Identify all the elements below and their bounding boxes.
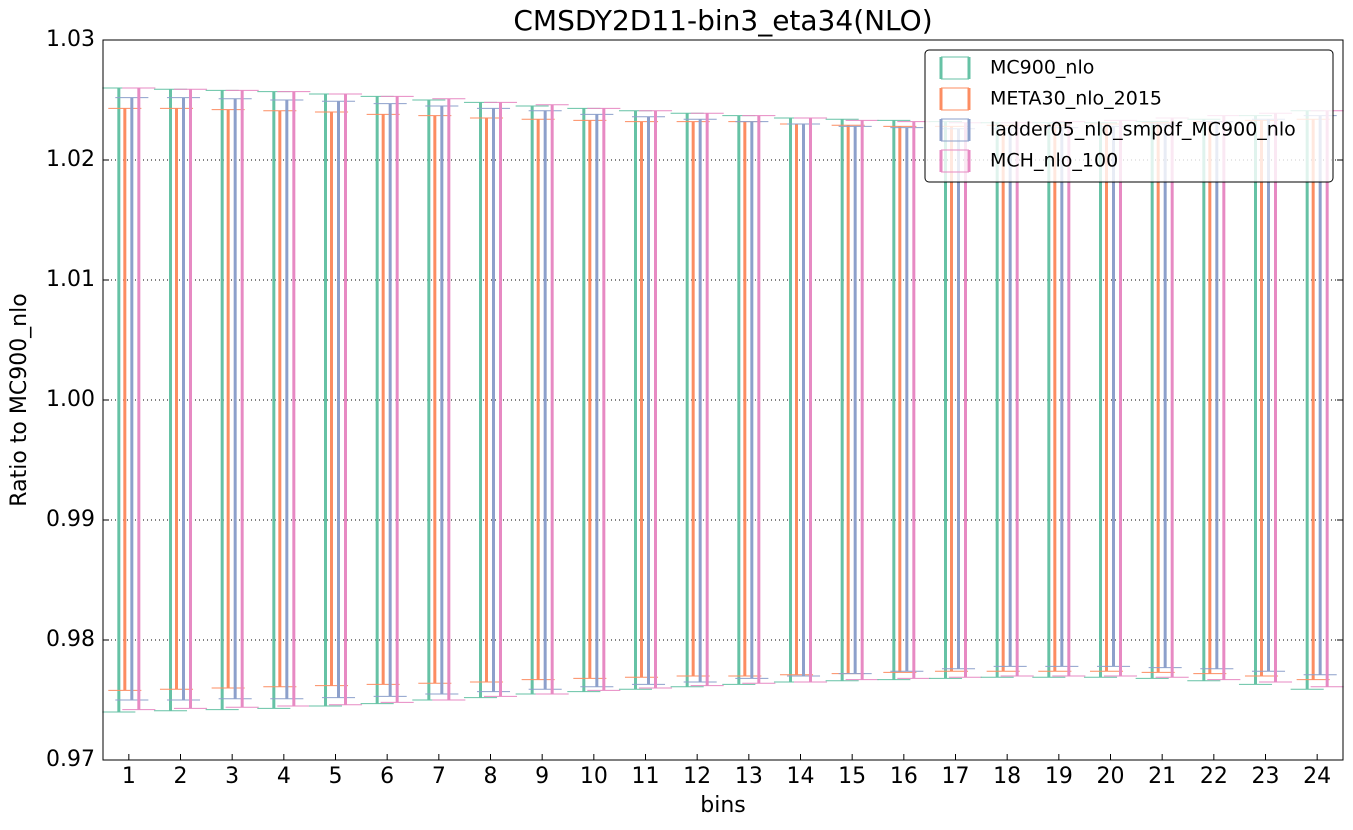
x-tick-label: 18 (993, 764, 1021, 789)
y-tick-label: 1.01 (46, 267, 95, 292)
y-tick-label: 0.97 (46, 747, 95, 772)
chart-title: CMSDY2D11-bin3_eta34(NLO) (513, 4, 932, 37)
x-tick-label: 12 (683, 764, 711, 789)
y-tick-label: 0.99 (46, 507, 95, 532)
x-tick-label: 2 (174, 764, 188, 789)
x-tick-label: 21 (1148, 764, 1176, 789)
x-tick-label: 16 (890, 764, 918, 789)
x-tick-label: 4 (277, 764, 291, 789)
x-tick-label: 9 (535, 764, 549, 789)
x-tick-label: 6 (380, 764, 394, 789)
y-tick-label: 1.02 (46, 147, 95, 172)
x-tick-label: 15 (838, 764, 866, 789)
x-tick-label: 1 (122, 764, 136, 789)
x-tick-label: 19 (1045, 764, 1073, 789)
y-axis-label: Ratio to MC900_nlo (7, 293, 32, 506)
x-tick-label: 20 (1097, 764, 1125, 789)
legend-label: MC900_nlo (990, 57, 1094, 79)
x-tick-label: 10 (580, 764, 608, 789)
x-tick-label: 22 (1200, 764, 1228, 789)
legend-label: META30_nlo_2015 (990, 88, 1162, 110)
legend-label: ladder05_nlo_smpdf_MC900_nlo (990, 119, 1296, 141)
x-tick-label: 5 (329, 764, 343, 789)
legend-label: MCH_nlo_100 (990, 150, 1118, 172)
x-tick-label: 3 (225, 764, 239, 789)
y-tick-label: 1.03 (46, 27, 95, 52)
x-tick-label: 17 (942, 764, 970, 789)
x-tick-label: 24 (1303, 764, 1331, 789)
x-tick-label: 8 (484, 764, 498, 789)
x-tick-label: 23 (1252, 764, 1280, 789)
x-tick-label: 7 (432, 764, 446, 789)
plot-frame (102, 39, 1344, 761)
x-tick-label: 11 (632, 764, 660, 789)
y-tick-label: 0.98 (46, 627, 95, 652)
legend-box (924, 49, 1334, 183)
y-tick-label: 1.00 (46, 387, 95, 412)
x-tick-label: 14 (787, 764, 815, 789)
x-tick-label: 13 (735, 764, 763, 789)
x-axis-label: bins (700, 793, 745, 818)
